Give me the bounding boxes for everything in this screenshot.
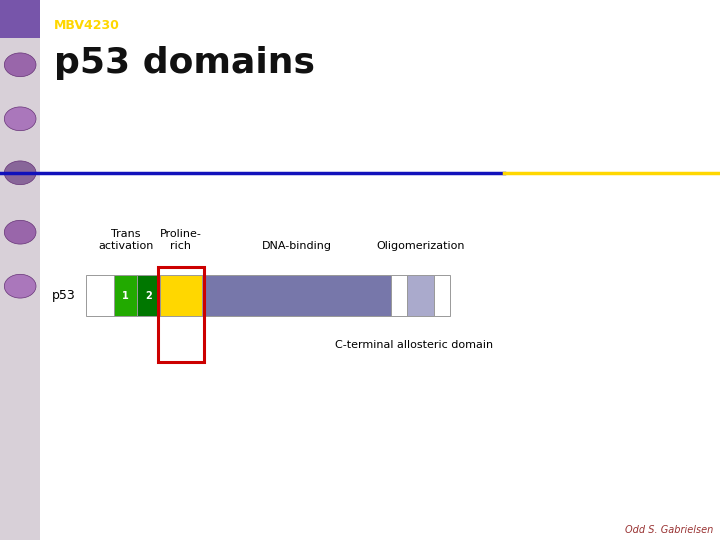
Text: Oligomerization: Oligomerization (377, 241, 464, 251)
Circle shape (4, 274, 36, 298)
Bar (204, 275, 391, 316)
Text: Proline-
rich: Proline- rich (160, 230, 202, 251)
Text: p53 domains: p53 domains (54, 46, 315, 80)
Text: 1: 1 (122, 291, 129, 301)
Bar (158, 267, 204, 362)
Bar (0, 0, 40, 540)
Bar (160, 275, 202, 316)
Circle shape (4, 107, 36, 131)
Bar (114, 275, 137, 316)
Bar (434, 275, 450, 316)
Bar (202, 275, 204, 316)
Circle shape (4, 220, 36, 244)
Text: p53: p53 (52, 289, 76, 302)
Text: 2: 2 (145, 291, 152, 301)
Text: MBV4230: MBV4230 (54, 19, 120, 32)
Bar (86, 275, 114, 316)
Text: C-terminal allosteric domain: C-terminal allosteric domain (335, 340, 493, 350)
Bar (0, 0, 40, 38)
Text: Odd S. Gabrielsen: Odd S. Gabrielsen (624, 524, 713, 535)
Text: Trans
activation: Trans activation (99, 230, 153, 251)
Circle shape (4, 161, 36, 185)
Bar (137, 275, 160, 316)
Circle shape (4, 53, 36, 77)
Bar (391, 275, 407, 316)
Bar (407, 275, 434, 316)
Text: DNA-binding: DNA-binding (262, 241, 333, 251)
